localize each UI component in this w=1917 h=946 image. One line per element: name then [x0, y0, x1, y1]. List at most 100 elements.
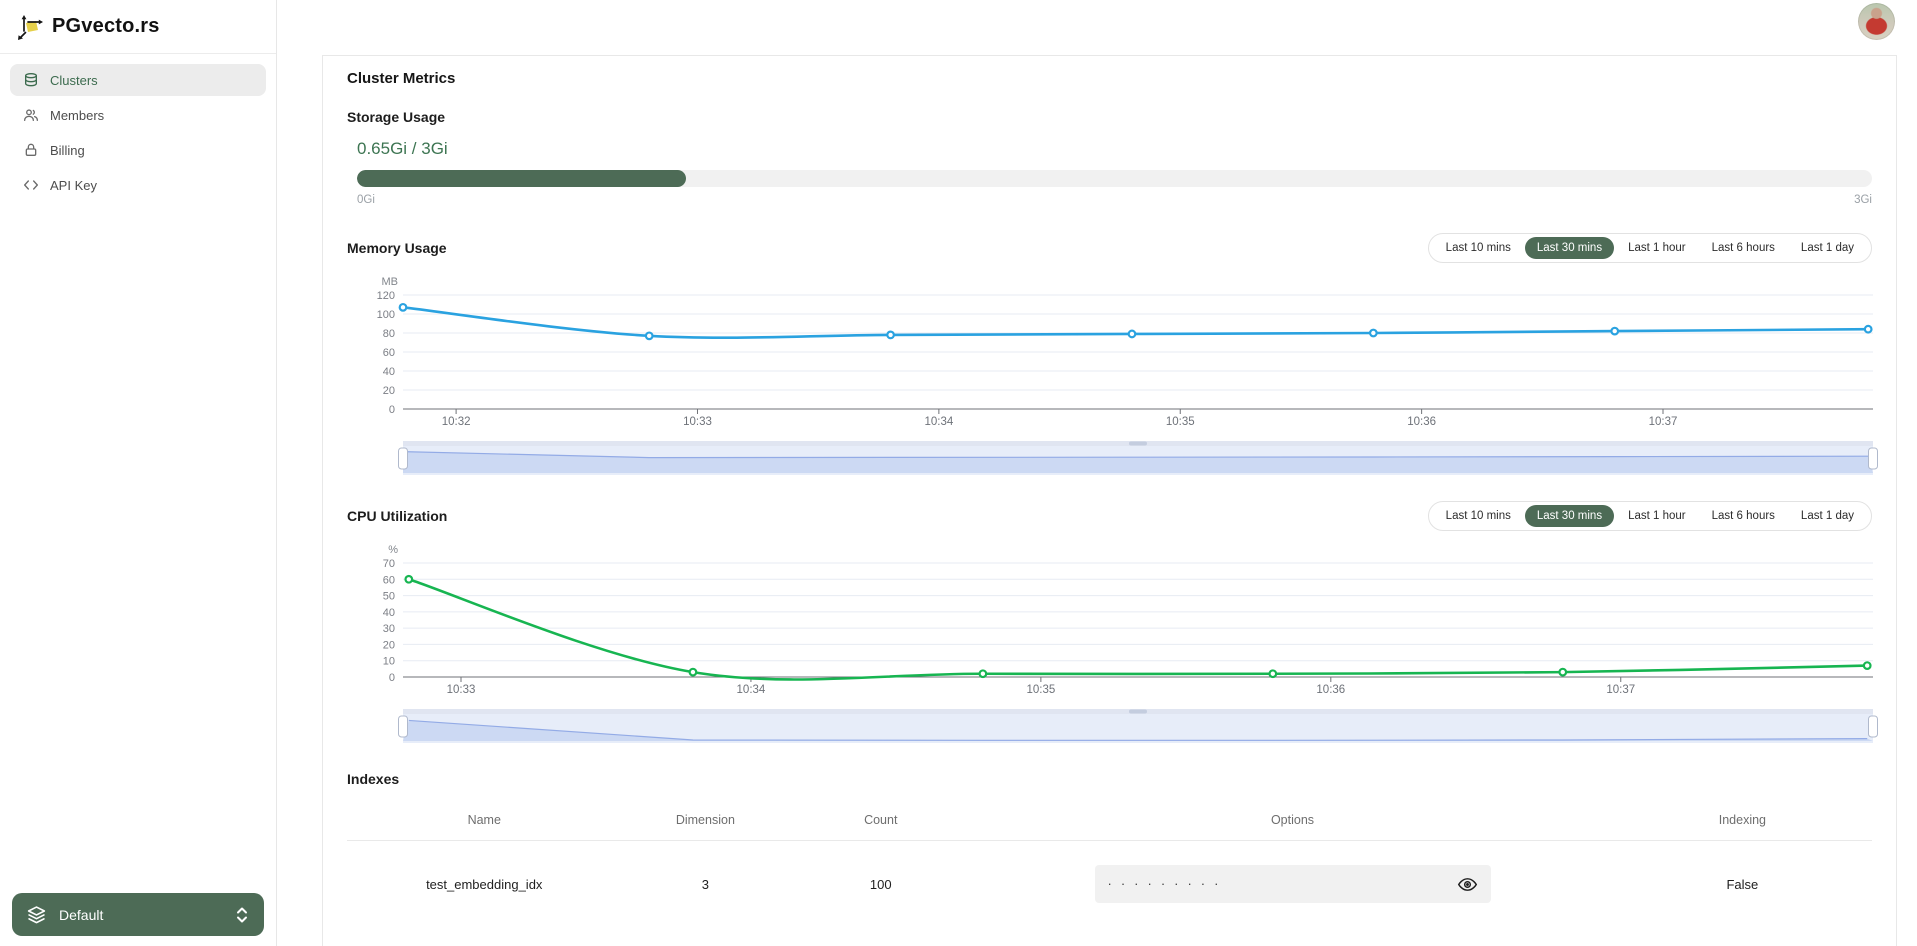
- index-count-cell: 100: [869, 876, 892, 892]
- sidebar-item-billing[interactable]: Billing: [10, 134, 266, 166]
- cluster-metrics-panel: Cluster Metrics Storage Usage 0.65Gi / 3…: [322, 55, 1897, 946]
- memory-time-range-group: Last 10 mins Last 30 mins Last 1 hour Last …: [1427, 233, 1872, 263]
- cpu-time-range-group: Last 10 mins Last 30 mins Last 1 hour Last …: [1427, 501, 1872, 531]
- table-row: test_embedding_idx 3 100 ········· False: [347, 841, 1872, 927]
- masked-options-value: ·········: [1107, 876, 1228, 891]
- storage-usage-value: 0.65Gi / 3Gi: [357, 139, 448, 158]
- indexes-heading: Indexes: [347, 771, 400, 787]
- storage-progress-fill: [357, 170, 686, 187]
- svg-text:0: 0: [389, 404, 395, 416]
- indexes-column-header-name: Name: [467, 812, 501, 827]
- indexes-column-header-indexing: Indexing: [1718, 812, 1766, 827]
- indexes-table-header: Name Dimension Count Options Indexing: [347, 799, 1872, 841]
- lock-icon: [23, 142, 39, 158]
- index-name-cell: test_embedding_idx: [426, 876, 543, 892]
- y-axis-unit-label: MB: [382, 276, 399, 288]
- time-range-button-last-10-mins[interactable]: Last 10 mins: [1434, 505, 1523, 527]
- indexes-column-header-dimension: Dimension: [675, 812, 735, 827]
- memory-usage-heading: Memory Usage: [347, 240, 447, 256]
- brand-logo: PGvecto.rs: [0, 0, 276, 54]
- zoom-handle-right[interactable]: [1868, 715, 1878, 738]
- storage-max-label: 3Gi: [1854, 194, 1872, 206]
- storage-usage-heading: Storage Usage: [347, 109, 446, 125]
- sidebar-item-clusters[interactable]: Clusters: [10, 64, 266, 96]
- index-dimension-cell: 3: [701, 876, 709, 892]
- index-indexing-cell: False: [1726, 876, 1759, 892]
- time-range-button-last-1-hour[interactable]: Last 1 hour: [1616, 237, 1698, 259]
- svg-text:120: 120: [377, 290, 395, 302]
- svg-text:10:35: 10:35: [1026, 684, 1055, 696]
- sidebar-item-api-key[interactable]: API Key: [10, 169, 266, 201]
- svg-text:20: 20: [383, 639, 395, 651]
- time-range-button-last-1-hour[interactable]: Last 1 hour: [1616, 505, 1698, 527]
- svg-text:100: 100: [377, 309, 395, 321]
- svg-text:10: 10: [383, 656, 395, 668]
- svg-text:10:35: 10:35: [1166, 416, 1195, 428]
- indexes-column-header-options: Options: [1270, 812, 1315, 827]
- zoom-slider-grip[interactable]: [1129, 709, 1147, 714]
- svg-text:10:36: 10:36: [1407, 416, 1436, 428]
- storage-min-label: 0Gi: [357, 194, 375, 206]
- cpu-chart-zoom-slider[interactable]: [361, 709, 1878, 743]
- cpu-utilization-chart: % 0 10 20 30 40 50 60 70 10:33 10:34 10:35 10:36 10:3…: [361, 539, 1873, 707]
- svg-text:10:33: 10:33: [683, 416, 712, 428]
- index-options-cell: ·········: [972, 865, 1613, 903]
- svg-text:10:34: 10:34: [924, 416, 953, 428]
- memory-chart-zoom-slider[interactable]: [361, 441, 1878, 475]
- time-range-button-last-30-mins[interactable]: Last 30 mins: [1524, 505, 1615, 527]
- y-axis-unit-label: %: [388, 544, 398, 556]
- cluster-selector-default[interactable]: Default: [12, 893, 264, 936]
- svg-text:80: 80: [383, 328, 395, 340]
- indexes-table: Name Dimension Count Options Indexing test_e…: [347, 799, 1872, 927]
- memory-usage-chart: MB 0 20 40 60 80 100 120 10:32 10:33 10:34 10:35 10:…: [361, 271, 1873, 439]
- time-range-button-last-6-hours[interactable]: Last 6 hours: [1700, 237, 1787, 259]
- sidebar-item-members[interactable]: Members: [10, 99, 266, 131]
- svg-text:50: 50: [383, 591, 395, 603]
- page-title: Cluster Metrics: [347, 70, 456, 87]
- storage-usage-block: 0.65Gi / 3Gi 0Gi 3Gi: [357, 139, 1872, 206]
- time-range-button-last-6-hours[interactable]: Last 6 hours: [1700, 505, 1787, 527]
- sidebar-item-label: Clusters: [50, 72, 98, 88]
- svg-text:10:33: 10:33: [447, 684, 476, 696]
- vector-cube-logo-icon: [16, 13, 44, 41]
- cluster-selector-label: Default: [59, 906, 104, 923]
- time-range-button-last-1-day[interactable]: Last 1 day: [1789, 237, 1866, 259]
- database-icon: [23, 72, 39, 88]
- svg-text:60: 60: [383, 347, 395, 359]
- svg-text:10:32: 10:32: [442, 416, 471, 428]
- cpu-utilization-heading: CPU Utilization: [347, 508, 448, 524]
- svg-text:40: 40: [383, 607, 395, 619]
- zoom-handle-right[interactable]: [1868, 447, 1878, 470]
- unfold-icon: [234, 906, 250, 924]
- svg-text:10:37: 10:37: [1649, 416, 1678, 428]
- sidebar-item-label: API Key: [50, 177, 97, 193]
- sidebar-item-label: Billing: [50, 142, 85, 158]
- svg-text:10:37: 10:37: [1606, 684, 1635, 696]
- svg-text:20: 20: [383, 385, 395, 397]
- time-range-button-last-10-mins[interactable]: Last 10 mins: [1434, 237, 1523, 259]
- svg-text:30: 30: [383, 623, 395, 635]
- sidebar: PGvecto.rs Clusters Members Billing API Key…: [0, 0, 277, 946]
- svg-text:0: 0: [389, 672, 395, 684]
- zoom-handle-left[interactable]: [398, 715, 408, 738]
- zoom-handle-left[interactable]: [398, 447, 408, 470]
- svg-text:40: 40: [383, 366, 395, 378]
- layers-icon: [26, 904, 47, 925]
- eye-icon: [1457, 874, 1478, 895]
- svg-text:70: 70: [383, 558, 395, 570]
- svg-text:10:34: 10:34: [737, 684, 766, 696]
- user-avatar[interactable]: [1858, 3, 1895, 40]
- members-icon: [23, 107, 39, 123]
- brand-name: PGvecto.rs: [52, 15, 160, 37]
- index-options-masked-field: ·········: [1094, 865, 1491, 903]
- sidebar-item-label: Members: [50, 107, 105, 123]
- svg-text:60: 60: [383, 574, 395, 586]
- sidebar-menu: Clusters Members Billing API Key: [0, 54, 276, 214]
- reveal-options-button[interactable]: [1457, 874, 1478, 895]
- zoom-slider-grip[interactable]: [1129, 441, 1147, 446]
- storage-progress-bar: [357, 170, 1872, 187]
- time-range-button-last-1-day[interactable]: Last 1 day: [1789, 505, 1866, 527]
- time-range-button-last-30-mins[interactable]: Last 30 mins: [1524, 237, 1615, 259]
- svg-text:10:36: 10:36: [1316, 684, 1345, 696]
- indexes-column-header-count: Count: [864, 812, 898, 827]
